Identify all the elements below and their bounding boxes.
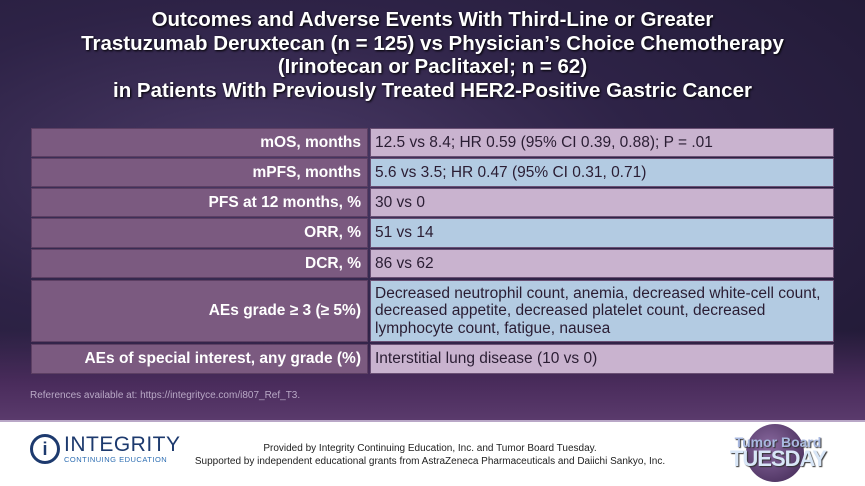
title-line: (Irinotecan or Paclitaxel; n = 62) [277, 55, 588, 78]
row-label: mPFS, months [31, 158, 368, 187]
row-value: 51 vs 14 [370, 218, 834, 248]
table-row: PFS at 12 months, % 30 vs 0 [31, 188, 834, 217]
row-value: Interstitial lung disease (10 vs 0) [370, 344, 834, 374]
row-label: ORR, % [31, 218, 368, 248]
integrity-logo: i INTEGRITY CONTINUING EDUCATION [30, 434, 181, 464]
table-row: mOS, months 12.5 vs 8.4; HR 0.59 (95% CI … [31, 128, 834, 157]
slide-title: Outcomes and Adverse Events With Third-L… [0, 8, 865, 102]
tumor-board-tuesday-logo: Tumor Board TUESDAY [722, 424, 832, 482]
row-label: mOS, months [31, 128, 368, 157]
row-label: PFS at 12 months, % [31, 188, 368, 217]
footer [0, 420, 865, 486]
row-label: AEs grade ≥ 3 (≥ 5%) [31, 280, 368, 342]
references-note: References available at: https://integri… [30, 390, 301, 401]
integrity-logo-icon: i [30, 434, 60, 464]
provided-by-text: Provided by Integrity Continuing Educati… [263, 443, 597, 454]
title-line: in Patients With Previously Treated HER2… [113, 78, 752, 102]
logo-name: INTEGRITY [64, 433, 181, 456]
table-row: AEs of special interest, any grade (%) In… [31, 344, 834, 374]
tbt-logo-line2: TUESDAY [729, 446, 827, 471]
row-value: Decreased neutrophil count, anemia, decr… [370, 280, 834, 342]
table-row: ORR, % 51 vs 14 [31, 218, 834, 248]
tumor-cell-icon [746, 424, 804, 482]
title-line: Trastuzumab Deruxtecan (n = 125) vs Phys… [81, 31, 784, 55]
table-row: DCR, % 86 vs 62 [31, 249, 834, 278]
table-row: AEs grade ≥ 3 (≥ 5%) Decreased neutrophil… [31, 280, 834, 342]
provider-note: Provided by Integrity Continuing Educati… [180, 442, 680, 468]
supported-by-text: Supported by independent educational gra… [194, 456, 666, 467]
row-label: AEs of special interest, any grade (%) [31, 344, 368, 374]
row-value: 86 vs 62 [370, 249, 834, 278]
slide-background: Outcomes and Adverse Events With Third-L… [0, 0, 865, 420]
row-value: 12.5 vs 8.4; HR 0.59 (95% CI 0.39, 0.88)… [370, 128, 834, 157]
row-value: 30 vs 0 [370, 188, 834, 217]
tbt-logo-line1: Tumor Board [734, 434, 822, 450]
title-line: Outcomes and Adverse Events With Third-L… [151, 8, 714, 31]
row-label: DCR, % [31, 249, 368, 278]
row-value: 5.6 vs 3.5; HR 0.47 (95% CI 0.31, 0.71) [370, 158, 834, 187]
logo-subtitle: CONTINUING EDUCATION [64, 455, 168, 464]
table-row: mPFS, months 5.6 vs 3.5; HR 0.47 (95% CI … [31, 158, 834, 187]
